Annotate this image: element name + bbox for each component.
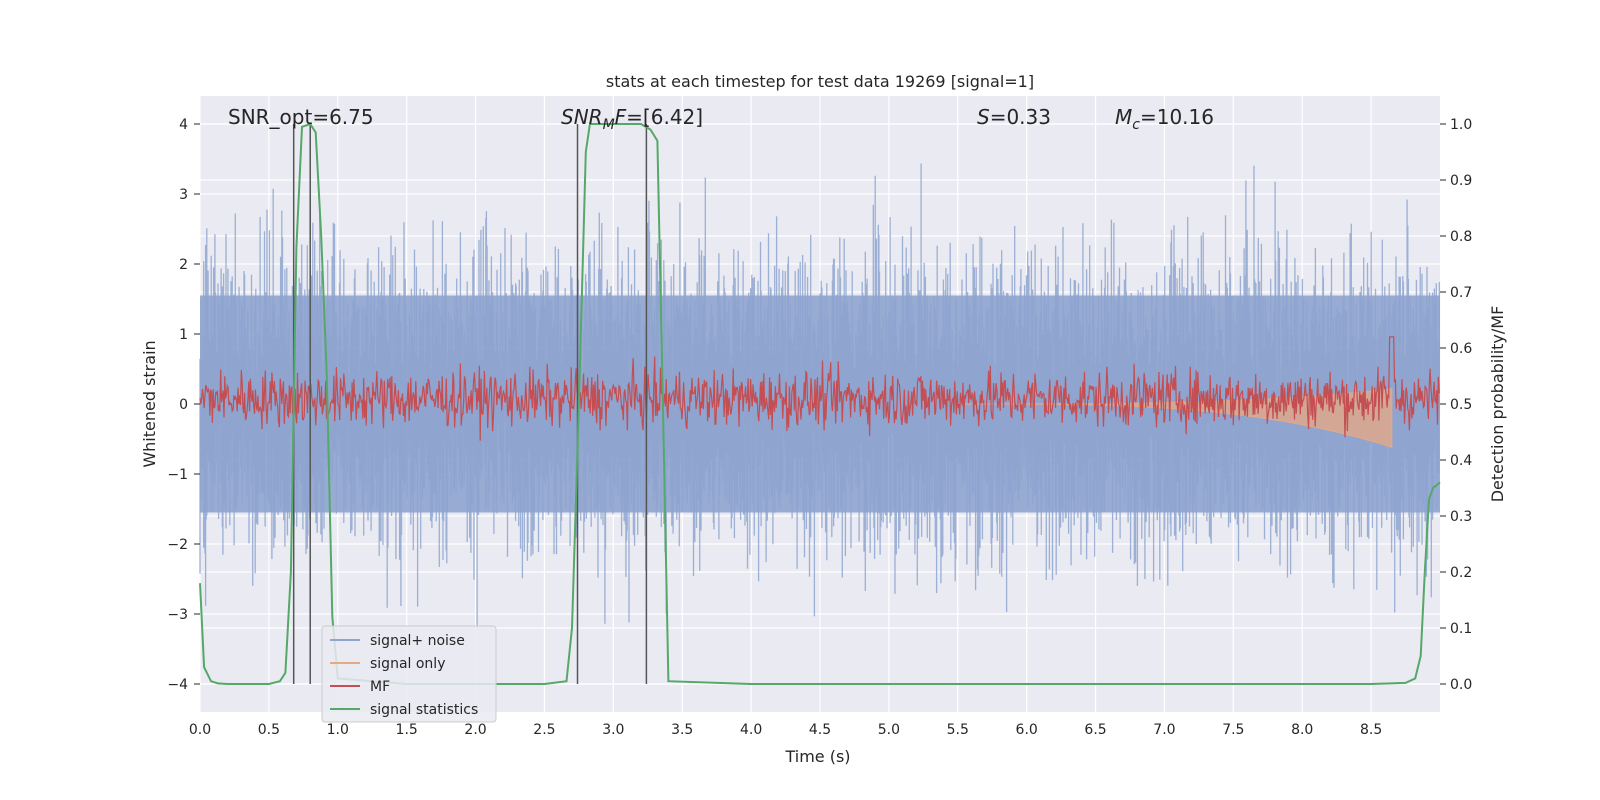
y-left-tick-label: −3 (167, 607, 188, 623)
y-axis-label-left: Whitened strain (140, 340, 159, 467)
y-left-tick-label: 2 (179, 257, 188, 273)
snr-mf-tail: F (615, 105, 627, 129)
x-tick-label: 8.5 (1360, 722, 1382, 738)
chart-title: stats at each timestep for test data 192… (606, 72, 1034, 91)
signal-statistics-series (199, 122, 1441, 685)
signal-statistics-line (199, 122, 1441, 685)
x-tick-label: 2.5 (533, 722, 555, 738)
y-right-tick-label: 1.0 (1450, 117, 1472, 133)
spin-symbol: S (977, 105, 990, 129)
y-left-tick-label: 3 (179, 187, 188, 203)
y-left-tick-label: −4 (167, 677, 188, 693)
y-right-tick-label: 0.2 (1450, 565, 1472, 581)
y-left-tick-label: 4 (179, 117, 188, 133)
snr-mf-sub: M (603, 117, 615, 133)
y-right-tick-label: 0.8 (1450, 229, 1472, 245)
legend: signal+ noise signal only MF signal stat… (321, 625, 497, 723)
annotation-spin: S=0.33 (977, 105, 1051, 129)
x-tick-label: 3.5 (671, 722, 693, 738)
legend-box (321, 625, 497, 723)
x-tick-label: 0.0 (189, 722, 211, 738)
annotation-chirp-mass: Mc=10.16 (1115, 105, 1214, 133)
y-right-tick-label: 0.6 (1450, 341, 1472, 357)
y-right-tick-label: 0.5 (1450, 397, 1472, 413)
x-tick-label: 5.5 (947, 722, 969, 738)
y-right-tick-label: 0.0 (1450, 677, 1472, 693)
y-right-tick-label: 0.7 (1450, 285, 1472, 301)
x-tick-label: 7.5 (1222, 722, 1244, 738)
mf-series (199, 336, 1440, 441)
legend-label-signal-only: signal only (370, 656, 445, 672)
legend-label-mf: MF (370, 679, 390, 695)
y-right-tick-label: 0.1 (1450, 621, 1472, 637)
x-tick-label: 7.0 (1153, 722, 1175, 738)
x-tick-label: 6.5 (1084, 722, 1106, 738)
x-tick-label: 1.0 (327, 722, 349, 738)
annotation-snr-opt: SNR_opt=6.75 (228, 105, 374, 129)
x-tick-label: 4.5 (809, 722, 831, 738)
snr-mf-base: SNR (561, 105, 603, 129)
x-tick-label: 5.0 (878, 722, 900, 738)
annotation-snr-mf: SNRMF=[6.42] (561, 105, 703, 133)
mc-value: =10.16 (1140, 105, 1214, 129)
legend-label-signal-statistics: signal statistics (370, 702, 478, 718)
mf-line (199, 336, 1440, 441)
x-tick-label: 8.0 (1291, 722, 1313, 738)
x-tick-label: 1.5 (396, 722, 418, 738)
y-left-tick-label: 1 (179, 327, 188, 343)
y-axis-label-right: Detection probability/MF (1488, 306, 1507, 503)
x-tick-label: 3.0 (602, 722, 624, 738)
y-right-tick-label: 0.3 (1450, 509, 1472, 525)
snr-mf-value: =[6.42] (626, 105, 703, 129)
y-left-tick-label: −1 (167, 467, 188, 483)
x-tick-label: 2.0 (464, 722, 486, 738)
mc-symbol: M (1115, 105, 1132, 129)
y-right-tick-label: 0.9 (1450, 173, 1472, 189)
x-tick-label: 0.5 (258, 722, 280, 738)
spin-value: =0.33 (990, 105, 1051, 129)
y-right-tick-label: 0.4 (1450, 453, 1472, 469)
y-left-tick-label: −2 (167, 537, 188, 553)
x-tick-label: 6.0 (1016, 722, 1038, 738)
x-axis-label: Time (s) (784, 747, 850, 766)
mc-sub: c (1132, 117, 1140, 133)
axis-ticks: 0.0 0.5 1.0 1.5 2.0 2.5 3.0 3.5 4.0 4.5 5.0 5.5 6.0 6… (167, 117, 1472, 738)
marker-lines (292, 124, 648, 684)
legend-label-signal-noise: signal+ noise (370, 633, 465, 649)
x-tick-label: 4.0 (740, 722, 762, 738)
y-left-tick-label: 0 (179, 397, 188, 413)
